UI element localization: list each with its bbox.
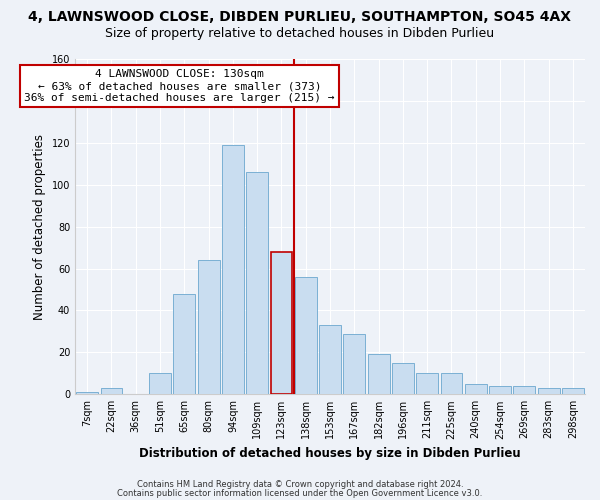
Bar <box>246 172 268 394</box>
Bar <box>101 388 122 394</box>
Bar <box>562 388 584 394</box>
Bar <box>319 325 341 394</box>
Bar <box>416 374 438 394</box>
Text: Contains public sector information licensed under the Open Government Licence v3: Contains public sector information licen… <box>118 488 482 498</box>
Text: 4 LAWNSWOOD CLOSE: 130sqm
← 63% of detached houses are smaller (373)
36% of semi: 4 LAWNSWOOD CLOSE: 130sqm ← 63% of detac… <box>24 70 335 102</box>
Bar <box>440 374 463 394</box>
Bar <box>271 252 292 394</box>
Text: Size of property relative to detached houses in Dibden Purlieu: Size of property relative to detached ho… <box>106 28 494 40</box>
Bar <box>343 334 365 394</box>
Bar <box>173 294 195 394</box>
Bar <box>392 363 414 394</box>
X-axis label: Distribution of detached houses by size in Dibden Purlieu: Distribution of detached houses by size … <box>139 447 521 460</box>
Text: Contains HM Land Registry data © Crown copyright and database right 2024.: Contains HM Land Registry data © Crown c… <box>137 480 463 489</box>
Bar <box>222 145 244 394</box>
Bar <box>538 388 560 394</box>
Y-axis label: Number of detached properties: Number of detached properties <box>33 134 46 320</box>
Bar <box>295 277 317 394</box>
Bar <box>197 260 220 394</box>
Bar <box>514 386 535 394</box>
Bar <box>76 392 98 394</box>
Bar <box>489 386 511 394</box>
Text: 4, LAWNSWOOD CLOSE, DIBDEN PURLIEU, SOUTHAMPTON, SO45 4AX: 4, LAWNSWOOD CLOSE, DIBDEN PURLIEU, SOUT… <box>29 10 571 24</box>
Bar <box>149 374 171 394</box>
Bar <box>465 384 487 394</box>
Bar <box>368 354 389 395</box>
